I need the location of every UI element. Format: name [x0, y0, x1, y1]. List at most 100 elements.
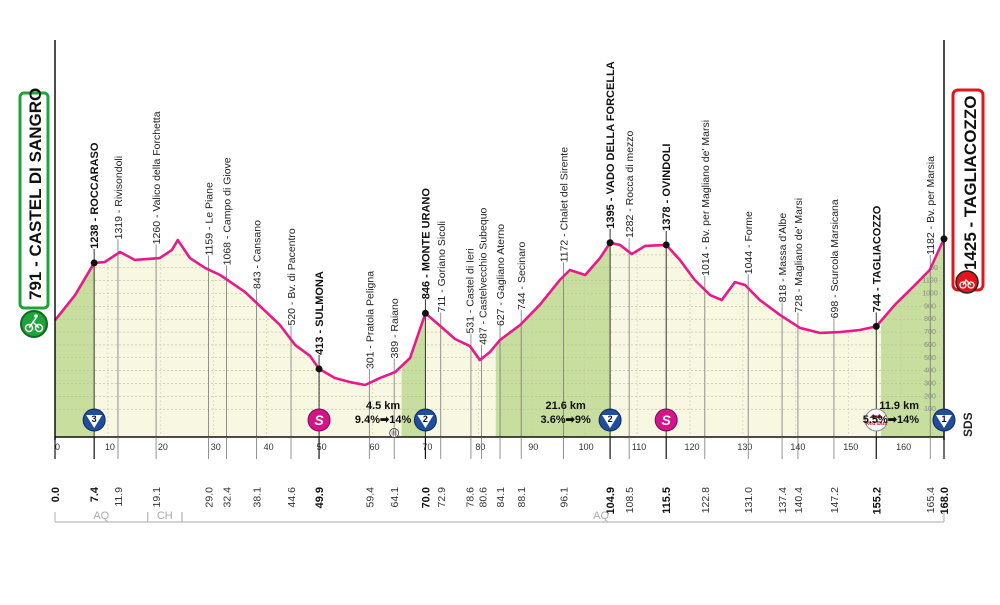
finish-label: 1425 - TAGLIACOZZO [961, 96, 980, 270]
region-label: AQ [593, 510, 609, 522]
kom-category: 3 [92, 414, 97, 424]
km-tick-label: 110 [632, 442, 646, 452]
waypoint-label: 728 - Magliano de' Marsi [793, 198, 805, 313]
km-label: 96.1 [559, 487, 571, 508]
km-tick-label: 100 [579, 442, 594, 452]
km-tick-label: 20 [158, 442, 168, 452]
waypoint-label: 1068 - Campo di Giove [221, 157, 233, 265]
km-tick-label: 60 [369, 442, 379, 452]
sprint-badge [307, 408, 331, 432]
km-tick-label: 80 [475, 442, 485, 452]
km-label: 64.1 [389, 487, 401, 508]
waypoint-label: 1238 - ROCCARASO [89, 142, 101, 249]
km-label: 165.4 [925, 487, 937, 513]
km-label: 32.4 [221, 487, 233, 508]
waypoint-label: 846 - MONTE URANO [420, 188, 432, 300]
region-label: CH [157, 510, 173, 522]
summit-dot [662, 241, 670, 249]
intermediate-circle [389, 428, 400, 438]
grid-mark [391, 429, 398, 437]
profile-area [55, 238, 944, 437]
km-tick-label: 130 [737, 442, 752, 452]
waypoint-label: 1319 - Rivisondoli [113, 156, 125, 239]
waypoint-label: 531 - Castel di Ieri [465, 248, 477, 333]
summit-dot [606, 239, 614, 247]
km-label: 122.8 [700, 487, 712, 513]
cyclist-icon [955, 270, 979, 294]
waypoint-label: 698 - Scurcola Marsicana [829, 199, 841, 318]
kom-cat1-icon: 1 [932, 408, 956, 432]
waypoint-label: 520 - Bv. di Pacentro [286, 228, 298, 325]
waypoint-label: 1182 - Bv. per Marsia [925, 156, 937, 255]
triangle-icon [417, 415, 434, 428]
summit-dot [421, 309, 429, 317]
start-label-box: 791 - CASTEL DI SANGRO [18, 88, 50, 338]
km-label: 108.5 [624, 487, 636, 513]
cyclist-icon [20, 310, 48, 338]
km-label: 7.4 [89, 486, 101, 502]
km-label: 19.1 [151, 487, 163, 508]
km-label: 0.0 [50, 487, 62, 502]
sprint-icon: S [654, 408, 678, 432]
profile-line [53, 238, 946, 387]
kom-category: 1 [941, 414, 946, 424]
waypoint-label: 389 - Raiano [389, 298, 401, 358]
km-tick-label: 90 [528, 442, 538, 452]
summit-dot [872, 322, 880, 330]
summit-dot [90, 259, 98, 267]
waypoint-label: 1172 - Chalet del Sirente [559, 147, 571, 263]
summit-dot [315, 365, 323, 373]
km-label: 155.2 [871, 487, 883, 515]
climb-gradient: 9.4%➡14% [355, 414, 412, 426]
climb-length: 21.6 km [545, 400, 586, 412]
waypoint-label: 413 - SULMONA [314, 271, 326, 355]
km-label: 104.9 [605, 487, 617, 515]
km-label: 147.2 [829, 487, 841, 513]
waypoint-label: 1159 - Le Piane [203, 182, 215, 256]
kom-category: 2 [423, 414, 428, 424]
red-bull-km-icon: Red Bull [864, 408, 888, 432]
km-label: 78.6 [465, 487, 477, 508]
bull-icon [869, 414, 884, 418]
km-tick-label: 70 [422, 442, 432, 452]
km-label: 80.6 [478, 487, 490, 508]
triangle-icon [602, 415, 619, 428]
waypoint-label: 487 - Castelvecchio Subequo [478, 207, 490, 344]
sprint-badge [654, 408, 678, 432]
climb-section-fill [495, 238, 611, 437]
kom-cat3-icon: 3 [82, 408, 106, 432]
km-label: 38.1 [252, 487, 264, 508]
waypoint-label: 301 - Pratola Peligna [364, 271, 376, 369]
km-label: 49.9 [314, 487, 326, 508]
km-label: 115.5 [661, 487, 673, 514]
climb-length: 11.9 km [879, 400, 919, 412]
km-tick-label: 120 [684, 442, 699, 452]
red-bull-badge [864, 408, 888, 432]
km-tick-label: 30 [211, 442, 221, 452]
climb-gradient: 5.5%➡14% [863, 414, 920, 426]
sds-label: SDS [961, 412, 975, 437]
climb-length: 4.5 km [366, 400, 400, 412]
km-tick-label: 150 [843, 442, 858, 452]
km-tick-label: 40 [264, 442, 274, 452]
waypoint-label: 1282 - Rocca di mezzo [624, 130, 636, 238]
km-label: 84.1 [495, 487, 507, 508]
sprint-letter: S [662, 412, 672, 428]
waypoint-label: 1395 - VADO DELLA FORCELLA [605, 61, 617, 229]
kom-cat2-icon: 2 [598, 408, 622, 432]
intermediate-point-icon [389, 428, 400, 438]
triangle-icon [86, 415, 103, 428]
km-label: 29.0 [203, 487, 215, 508]
km-tick-label: 10 [105, 442, 115, 452]
km-tick-label: 50 [317, 442, 327, 452]
waypoint-label: 627 - Gagliano Aterno [495, 224, 507, 326]
waypoint-label: 711 - Goriano Sicoli [436, 221, 448, 312]
region-label: AQ [93, 510, 109, 522]
km-label: 72.9 [436, 487, 448, 508]
waypoint-label: 1260 - Valico della Forchetta [151, 111, 163, 244]
km-label: 59.4 [364, 487, 376, 508]
km-label: 70.0 [420, 487, 432, 508]
waypoint-label: 1044 - Forme [743, 211, 755, 274]
waypoint-label: 1378 - OVINDOLI [661, 144, 673, 231]
